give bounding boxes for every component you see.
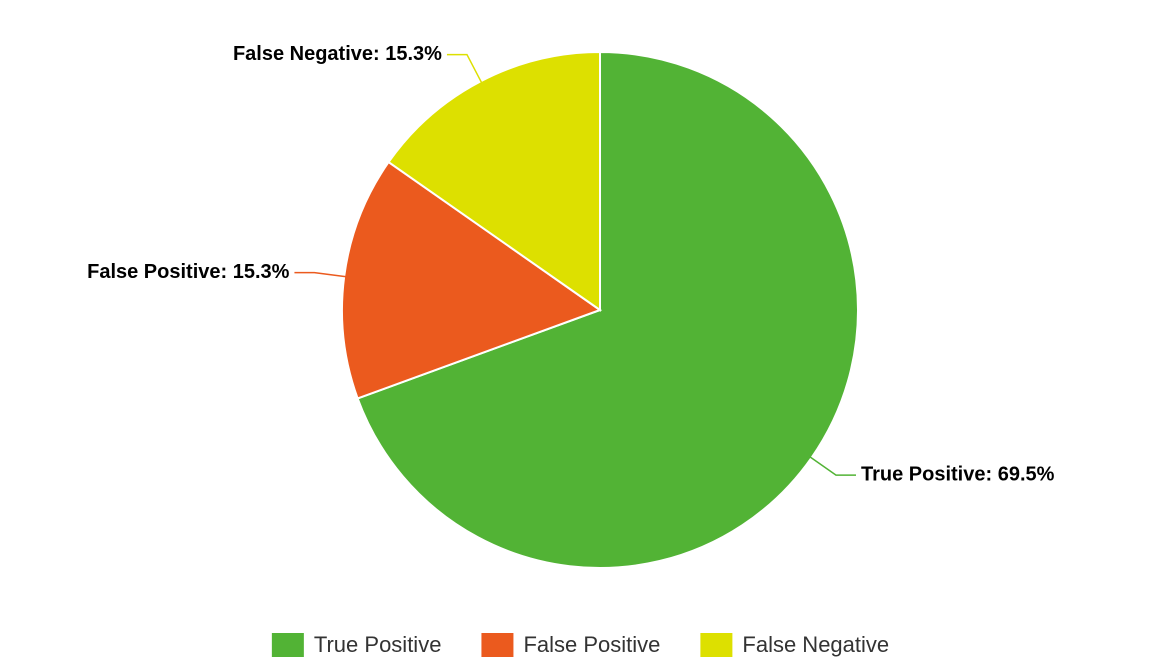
legend-swatch (481, 633, 514, 657)
data-label: True Positive: 69.5% (861, 463, 1055, 485)
data-label: False Positive: 15.3% (87, 261, 290, 283)
label-connector (802, 451, 856, 476)
legend-label: False Negative (742, 632, 889, 657)
legend: True Positive False Positive False Negativ… (271, 632, 889, 657)
legend-label: False Positive (523, 632, 660, 657)
data-label: False Negative: 15.3% (233, 43, 442, 65)
label-connector (294, 271, 355, 279)
legend-swatch (271, 633, 304, 657)
legend-swatch (700, 633, 733, 657)
legend-label: True Positive (314, 632, 442, 657)
label-connector (446, 53, 487, 91)
